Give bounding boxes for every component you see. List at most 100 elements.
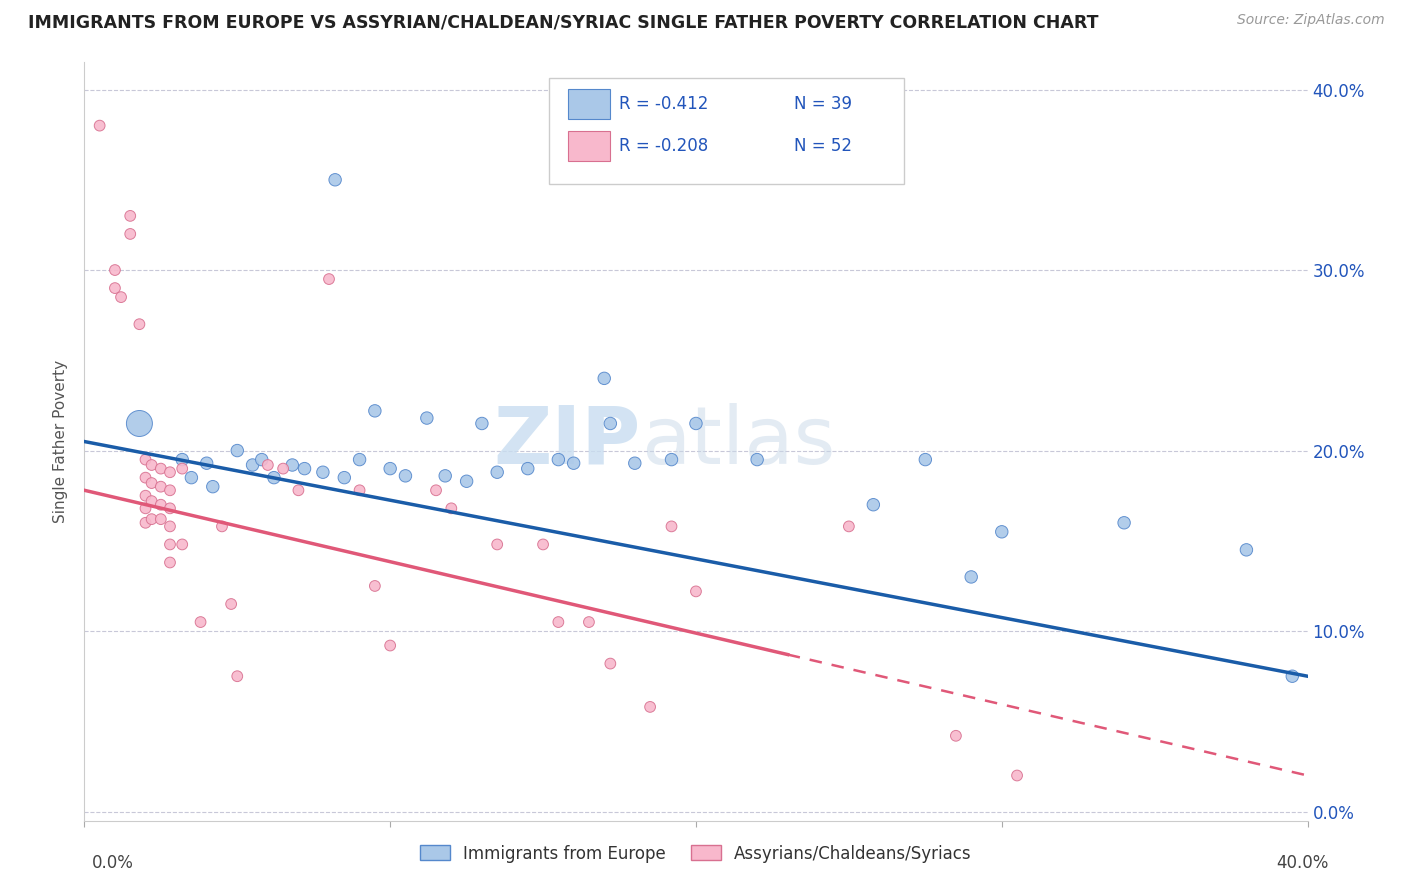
Point <box>159 537 181 551</box>
Point <box>440 501 463 516</box>
Point <box>120 227 142 241</box>
Point <box>89 119 111 133</box>
Point <box>159 465 181 479</box>
Point <box>364 579 387 593</box>
Bar <box>568 130 610 161</box>
Point <box>159 519 181 533</box>
Point <box>211 519 233 533</box>
Text: 0.0%: 0.0% <box>91 855 134 872</box>
Point <box>149 512 172 526</box>
Point <box>104 281 127 295</box>
Point <box>547 615 569 629</box>
Legend: Immigrants from Europe, Assyrians/Chaldeans/Syriacs: Immigrants from Europe, Assyrians/Chalde… <box>413 838 979 869</box>
Text: Source: ZipAtlas.com: Source: ZipAtlas.com <box>1237 13 1385 28</box>
Point <box>159 556 181 570</box>
Point <box>128 317 150 331</box>
Point <box>242 458 264 472</box>
Point <box>226 669 249 683</box>
Point <box>562 456 585 470</box>
Point <box>149 461 172 475</box>
Point <box>128 417 150 431</box>
Text: N = 39: N = 39 <box>794 95 852 113</box>
Point <box>380 461 402 475</box>
Point <box>380 639 402 653</box>
Point <box>945 729 967 743</box>
Point <box>219 597 242 611</box>
Point <box>531 537 554 551</box>
Point <box>638 699 661 714</box>
Point <box>135 452 157 467</box>
Text: atlas: atlas <box>641 402 835 481</box>
Point <box>271 461 294 475</box>
Point <box>394 468 416 483</box>
Point <box>294 461 316 475</box>
Point <box>661 452 683 467</box>
Point <box>456 475 478 489</box>
Point <box>159 483 181 498</box>
Text: 40.0%: 40.0% <box>1277 855 1329 872</box>
Text: R = -0.208: R = -0.208 <box>619 136 709 155</box>
Text: ZIP: ZIP <box>494 402 641 481</box>
Point <box>593 371 616 385</box>
Point <box>263 470 285 484</box>
Point <box>257 458 280 472</box>
Text: N = 52: N = 52 <box>794 136 852 155</box>
Point <box>135 489 157 503</box>
Point <box>416 411 439 425</box>
Point <box>991 524 1014 539</box>
Point <box>471 417 494 431</box>
Point <box>172 452 194 467</box>
Point <box>135 516 157 530</box>
Point <box>960 570 983 584</box>
Point <box>318 272 340 286</box>
Text: R = -0.412: R = -0.412 <box>619 95 709 113</box>
Point <box>120 209 142 223</box>
Point <box>578 615 600 629</box>
Point <box>1114 516 1136 530</box>
Point <box>685 417 707 431</box>
Point <box>180 470 202 484</box>
Point <box>516 461 538 475</box>
Point <box>149 498 172 512</box>
Point <box>624 456 647 470</box>
Point <box>434 468 457 483</box>
Point <box>281 458 304 472</box>
Point <box>685 584 707 599</box>
Point <box>862 498 884 512</box>
Point <box>323 173 346 187</box>
Point <box>159 501 181 516</box>
Point <box>1236 542 1258 557</box>
Point <box>547 452 569 467</box>
Point <box>190 615 212 629</box>
Point <box>486 537 509 551</box>
Point <box>141 458 163 472</box>
FancyBboxPatch shape <box>550 78 904 184</box>
Point <box>110 290 132 304</box>
Point <box>172 461 194 475</box>
Point <box>486 465 509 479</box>
Point <box>135 501 157 516</box>
Y-axis label: Single Father Poverty: Single Father Poverty <box>53 360 69 523</box>
Point <box>135 470 157 484</box>
Point <box>141 512 163 526</box>
Point <box>226 443 249 458</box>
Point <box>599 657 621 671</box>
Point <box>141 494 163 508</box>
Point <box>195 456 218 470</box>
Point <box>201 480 224 494</box>
Point <box>333 470 356 484</box>
Point <box>364 404 387 418</box>
Point <box>661 519 683 533</box>
Point <box>1281 669 1303 683</box>
Bar <box>568 89 610 120</box>
Point <box>149 480 172 494</box>
Point <box>838 519 860 533</box>
Point <box>349 452 371 467</box>
Point <box>104 263 127 277</box>
Point <box>349 483 371 498</box>
Point <box>1005 768 1028 782</box>
Point <box>312 465 335 479</box>
Point <box>425 483 447 498</box>
Point <box>250 452 273 467</box>
Point <box>141 476 163 491</box>
